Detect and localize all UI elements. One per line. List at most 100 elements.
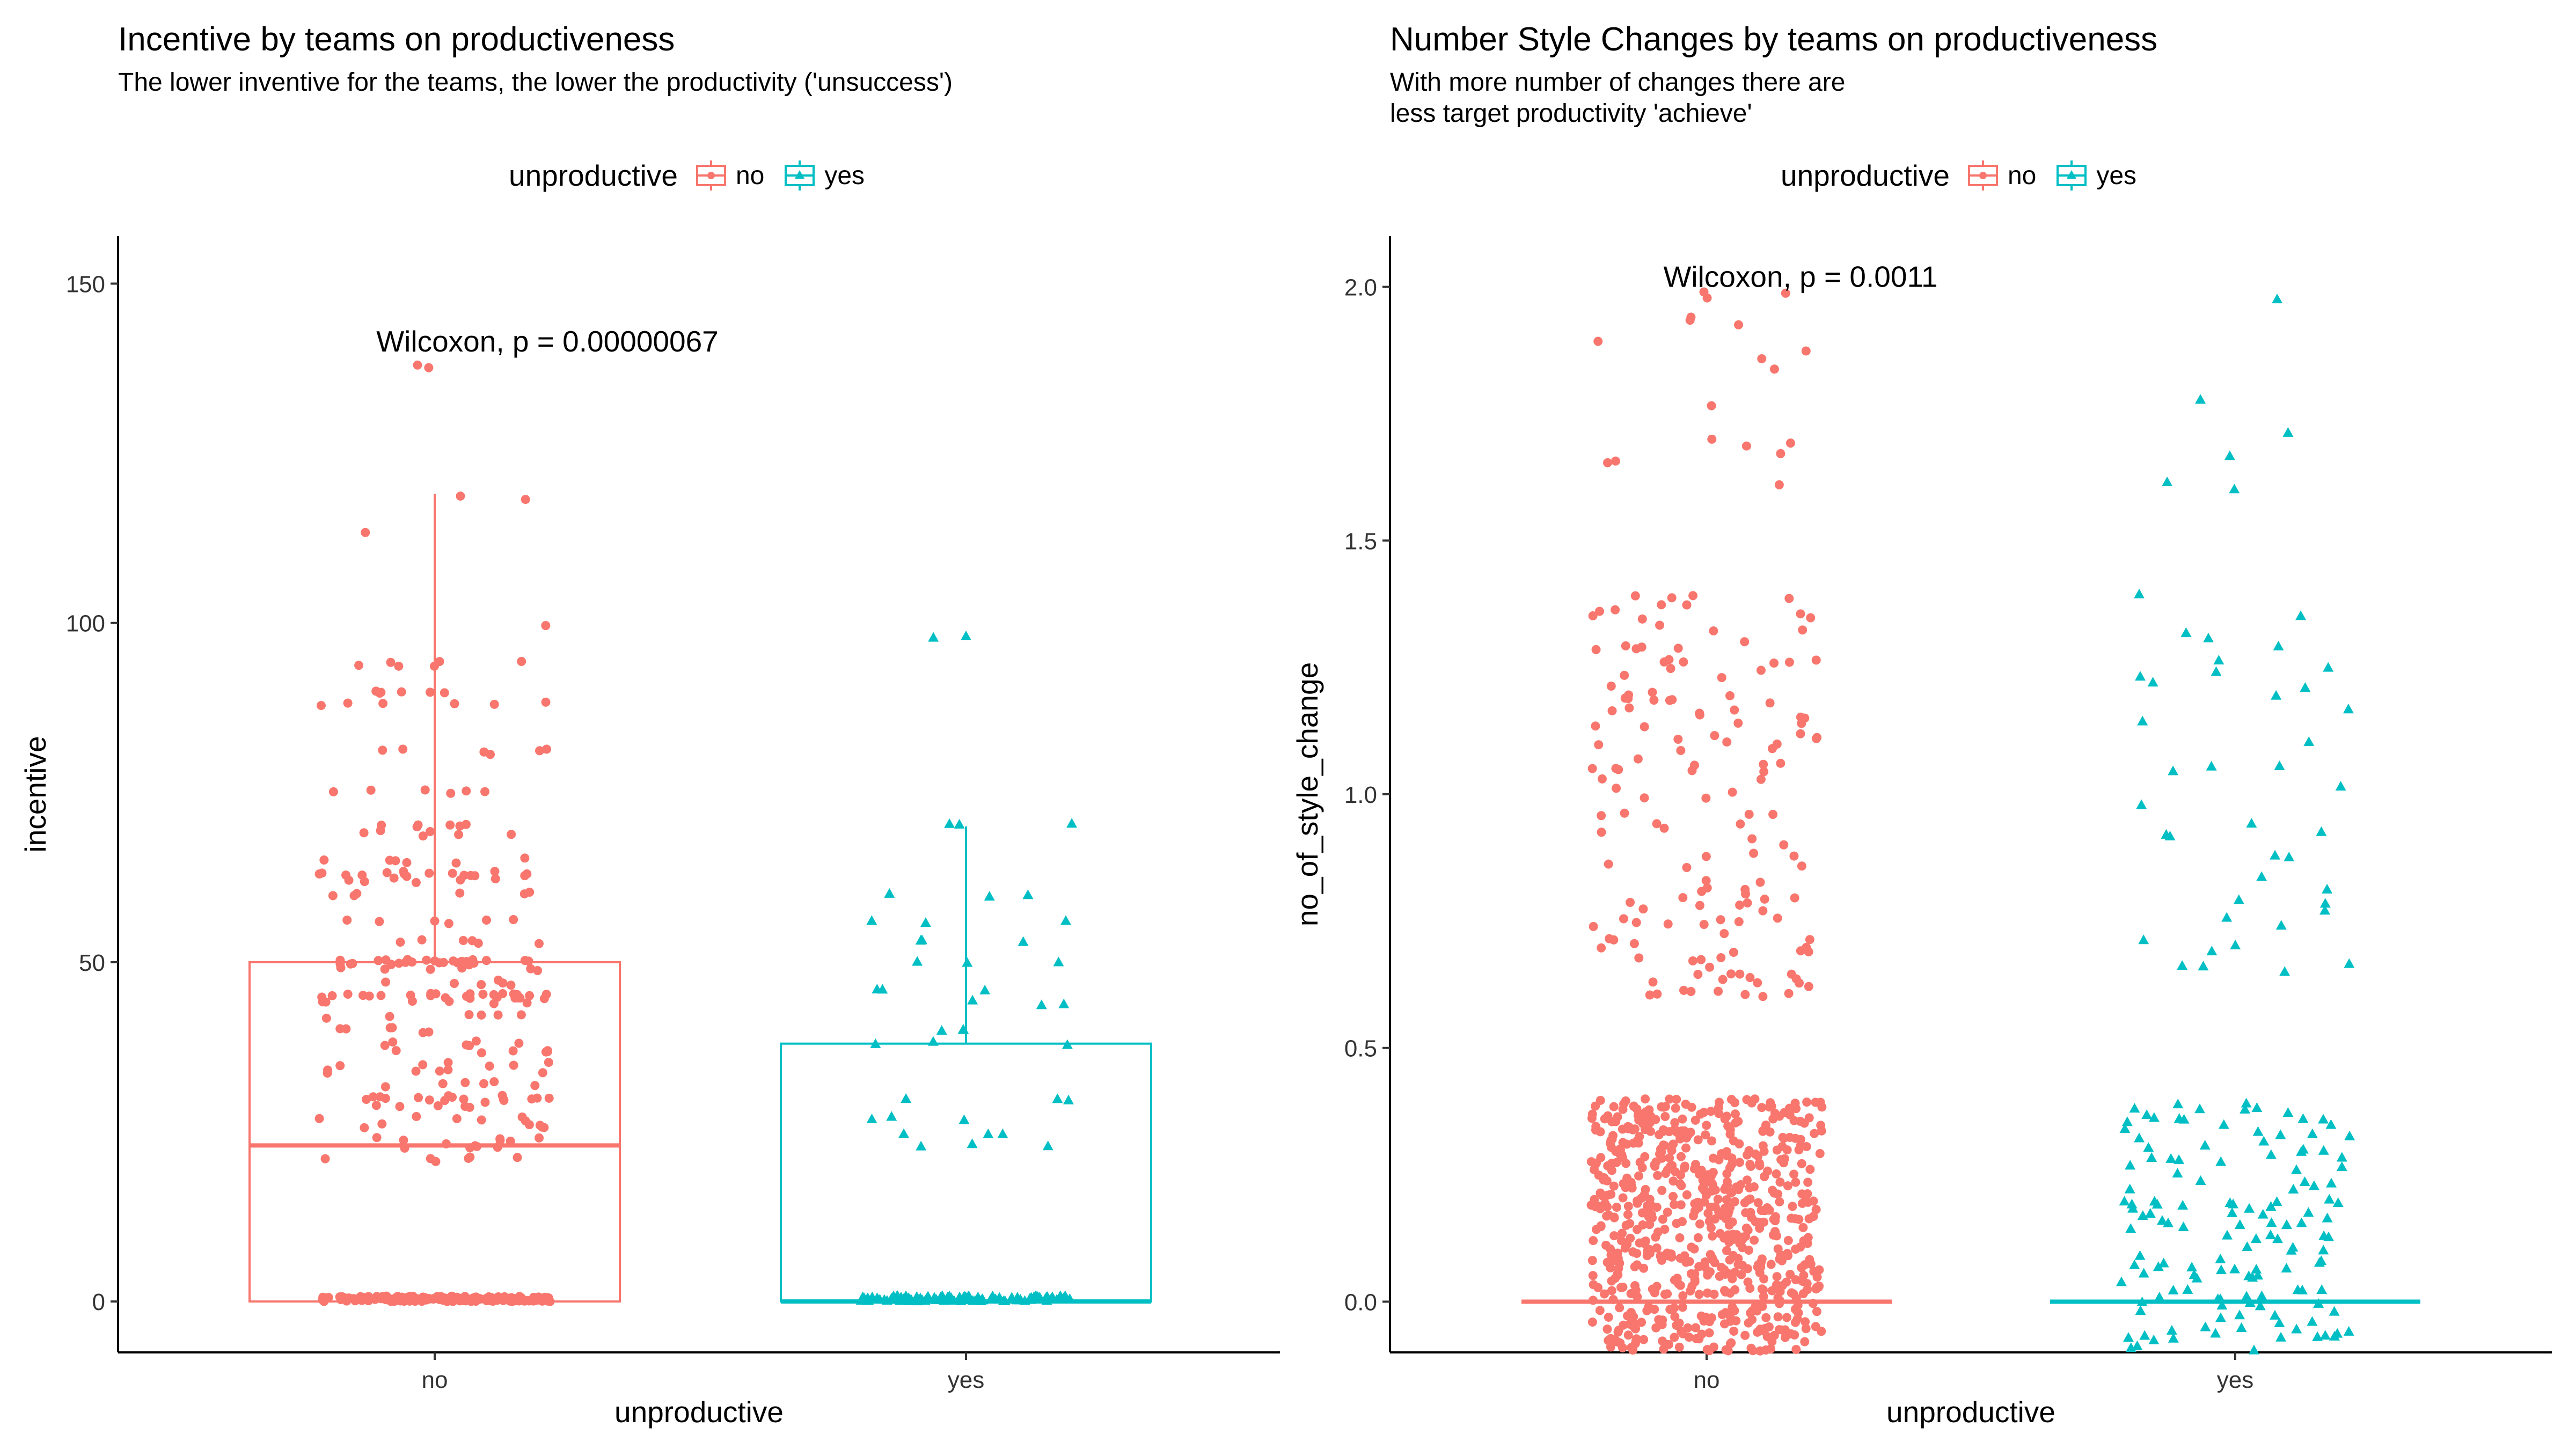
data-point-no: [348, 959, 357, 968]
data-point-yes: [2273, 641, 2284, 650]
data-point-no: [1595, 607, 1604, 616]
data-point-yes: [2318, 1145, 2329, 1155]
data-point-no: [1680, 1126, 1689, 1136]
data-point-no: [1709, 1154, 1718, 1163]
data-point-no: [1703, 1268, 1713, 1277]
data-point-yes: [2256, 1291, 2267, 1300]
data-point-yes: [1043, 1140, 1053, 1150]
data-point-no: [1753, 978, 1762, 987]
data-point-no: [1802, 1097, 1811, 1107]
data-point-no: [1688, 956, 1697, 965]
data-point-yes: [979, 985, 990, 994]
data-point-no: [1597, 943, 1606, 953]
data-point-no: [445, 821, 455, 830]
data-point-no: [1588, 1318, 1597, 1327]
data-point-no: [1786, 438, 1795, 448]
data-point-no: [375, 689, 384, 698]
data-point-no: [1641, 1125, 1650, 1134]
data-point-yes: [2123, 1332, 2134, 1342]
data-point-no: [495, 1135, 504, 1144]
data-point-no: [381, 977, 390, 986]
data-point-no: [459, 936, 468, 945]
data-point-no: [513, 1153, 522, 1162]
data-point-no: [1641, 1094, 1650, 1103]
data-point-no: [465, 1153, 474, 1162]
data-point-no: [362, 1095, 371, 1104]
data-point-no: [1741, 1208, 1750, 1217]
data-point-no: [1657, 1102, 1666, 1111]
data-point-yes: [2282, 1107, 2293, 1117]
data-point-no: [321, 1154, 330, 1163]
data-point-yes: [1052, 1093, 1063, 1103]
data-point-no: [1724, 1269, 1733, 1278]
data-point-no: [1639, 1335, 1648, 1344]
data-point-yes: [2213, 655, 2224, 664]
data-point-no: [1789, 1169, 1798, 1179]
data-point-no: [1643, 1251, 1652, 1260]
data-point-no: [1607, 1286, 1616, 1295]
data-point-no: [514, 1038, 523, 1048]
data-point-no: [1641, 1236, 1650, 1246]
data-point-yes: [997, 1129, 1008, 1138]
data-point-no: [386, 658, 396, 667]
data-point-no: [335, 956, 345, 965]
data-point-no: [1779, 840, 1788, 850]
data-point-no: [418, 1060, 427, 1070]
data-point-no: [1803, 1178, 1812, 1187]
data-point-no: [1621, 693, 1630, 702]
data-point-yes: [2168, 1285, 2179, 1294]
data-point-no: [1650, 1162, 1659, 1171]
data-point-no: [1768, 810, 1777, 819]
data-point-yes: [2265, 1230, 2276, 1239]
data-point-yes: [2234, 1309, 2245, 1319]
data-point-no: [1625, 1320, 1634, 1329]
data-point-no: [1591, 1102, 1600, 1111]
data-point-no: [1725, 1163, 1735, 1173]
data-point-yes: [2309, 1180, 2319, 1190]
data-point-no: [1667, 593, 1677, 602]
data-point-no: [1733, 1117, 1743, 1126]
data-point-yes: [2337, 1152, 2347, 1161]
data-point-no: [1735, 901, 1744, 910]
data-point-no: [1747, 834, 1757, 843]
data-point-yes: [983, 1129, 993, 1138]
data-point-no: [357, 870, 367, 880]
data-point-no: [1600, 1199, 1609, 1208]
data-point-no: [1736, 819, 1745, 829]
data-point-yes: [2281, 1219, 2292, 1229]
data-point-no: [1589, 1236, 1598, 1245]
data-point-no: [1812, 1307, 1821, 1316]
data-point-no: [1783, 1181, 1792, 1190]
data-point-yes: [2307, 1316, 2317, 1326]
data-point-no: [1803, 1279, 1812, 1288]
data-point-no: [388, 1037, 397, 1046]
data-point-yes: [1058, 999, 1069, 1008]
data-point-yes: [2324, 1194, 2334, 1204]
data-point-no: [1796, 713, 1805, 722]
data-point-yes: [2270, 1310, 2280, 1320]
data-point-no: [1755, 877, 1765, 887]
data-point-no: [1670, 1200, 1679, 1209]
data-point-yes: [2177, 960, 2187, 970]
data-point-no: [1743, 1175, 1752, 1184]
data-point-no: [1661, 1169, 1670, 1178]
data-point-no: [1785, 1270, 1795, 1279]
data-point-yes: [2303, 736, 2314, 746]
data-point-no: [1771, 1212, 1780, 1221]
data-point-no: [1640, 1152, 1649, 1161]
data-point-no: [1607, 1166, 1616, 1175]
data-point-no: [1677, 1152, 1686, 1161]
data-point-no: [1695, 711, 1704, 720]
data-point-no: [426, 965, 435, 974]
data-point-no: [1648, 688, 1657, 697]
data-point-no: [1703, 294, 1712, 303]
data-point-no: [454, 830, 463, 839]
data-point-yes: [2323, 662, 2333, 672]
data-point-no: [1746, 1195, 1755, 1204]
data-point-no: [1749, 848, 1758, 858]
data-point-yes: [2303, 1207, 2314, 1217]
data-point-no: [1672, 1219, 1681, 1228]
data-point-yes: [936, 1025, 947, 1035]
data-point-no: [1627, 1308, 1636, 1317]
data-point-no: [1612, 1203, 1621, 1212]
